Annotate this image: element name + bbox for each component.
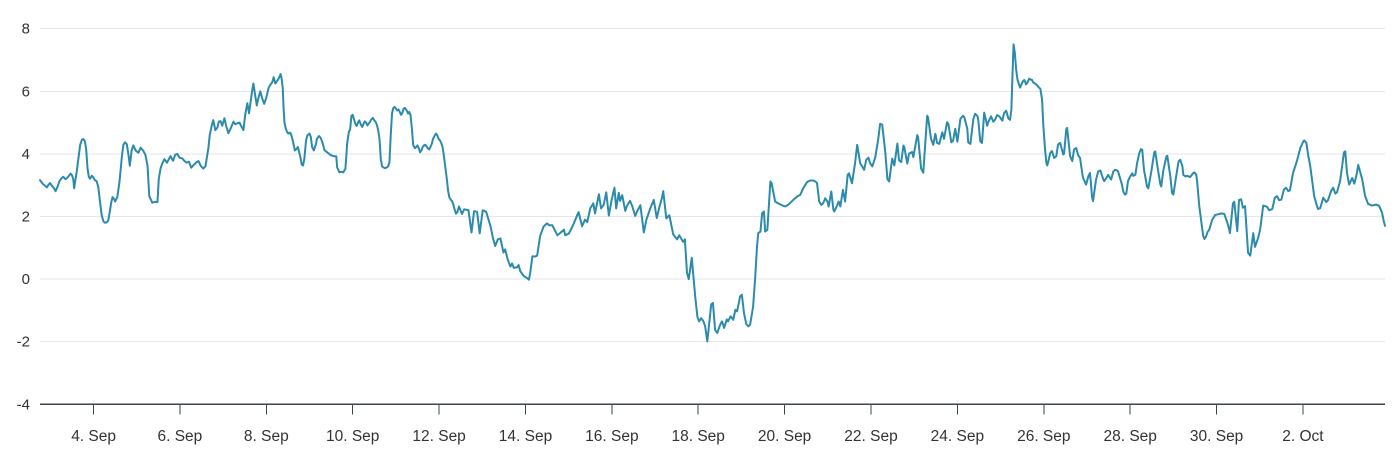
x-tick-label: 14. Sep xyxy=(499,428,552,445)
x-tick-label: 22. Sep xyxy=(844,428,897,445)
y-tick-label: 8 xyxy=(22,21,30,38)
series-line[interactable] xyxy=(39,43,1386,343)
x-tick-label: 16. Sep xyxy=(585,428,638,445)
x-tick-label: 18. Sep xyxy=(671,428,724,445)
x-tick-label: 2. Oct xyxy=(1282,428,1324,445)
x-tick-label: 6. Sep xyxy=(157,428,202,445)
x-tick-label: 20. Sep xyxy=(758,428,811,445)
y-tick-label: 0 xyxy=(22,271,30,288)
x-tick-label: 12. Sep xyxy=(412,428,465,445)
x-tick-label: 24. Sep xyxy=(931,428,984,445)
x-tick-label: 4. Sep xyxy=(71,428,116,445)
y-tick-label: 4 xyxy=(22,146,30,163)
x-tick-label: 30. Sep xyxy=(1190,428,1243,445)
y-tick-label: -2 xyxy=(17,334,30,351)
x-tick-label: 8. Sep xyxy=(244,428,289,445)
x-tick-label: 28. Sep xyxy=(1103,428,1156,445)
x-tick-label: 26. Sep xyxy=(1017,428,1070,445)
y-tick-label: 6 xyxy=(22,83,30,100)
y-tick-label: -4 xyxy=(17,396,30,413)
x-tick-label: 10. Sep xyxy=(326,428,379,445)
y-tick-label: 2 xyxy=(22,209,30,226)
